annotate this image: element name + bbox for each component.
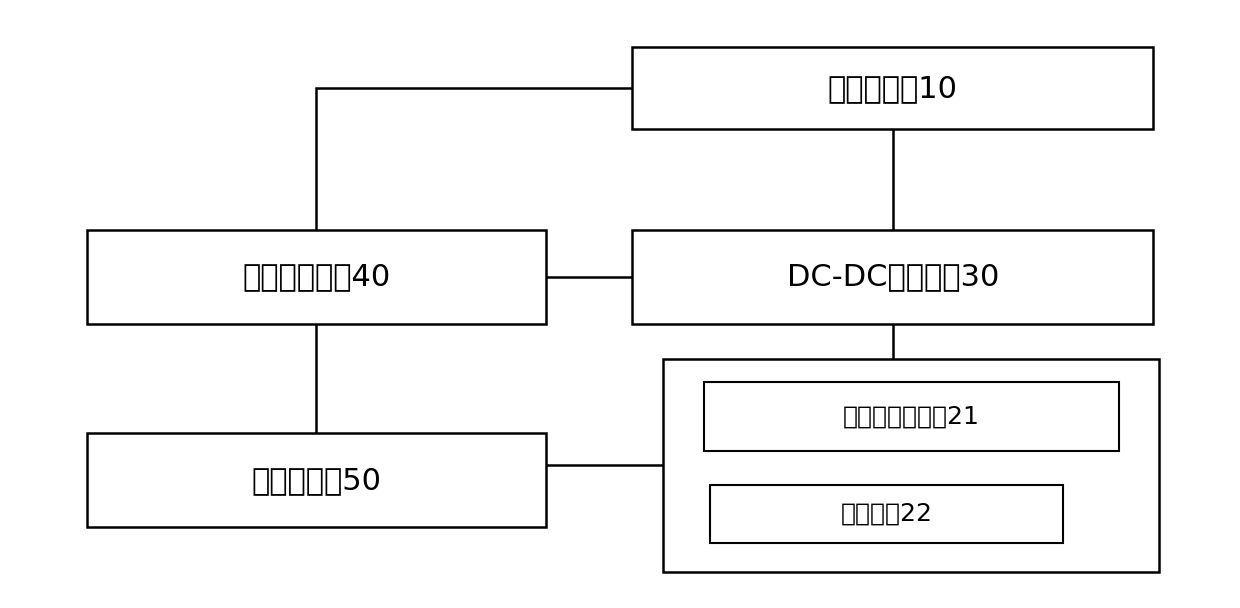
Bar: [663, 359, 1159, 572]
Text: DC-DC转换模块30: DC-DC转换模块30: [786, 262, 999, 291]
Bar: [87, 230, 546, 323]
Bar: [704, 382, 1120, 451]
Text: 电池热管理模块21: 电池热管理模块21: [843, 404, 980, 429]
Text: 电池管理器50: 电池管理器50: [252, 466, 381, 495]
Bar: [87, 433, 546, 527]
Text: 动力电池组10: 动力电池组10: [828, 74, 957, 103]
Bar: [709, 485, 1063, 542]
Text: 充电控制模块40: 充电控制模块40: [242, 262, 391, 291]
Text: 车载空调22: 车载空调22: [841, 502, 932, 526]
Bar: [632, 230, 1153, 323]
Bar: [632, 47, 1153, 130]
